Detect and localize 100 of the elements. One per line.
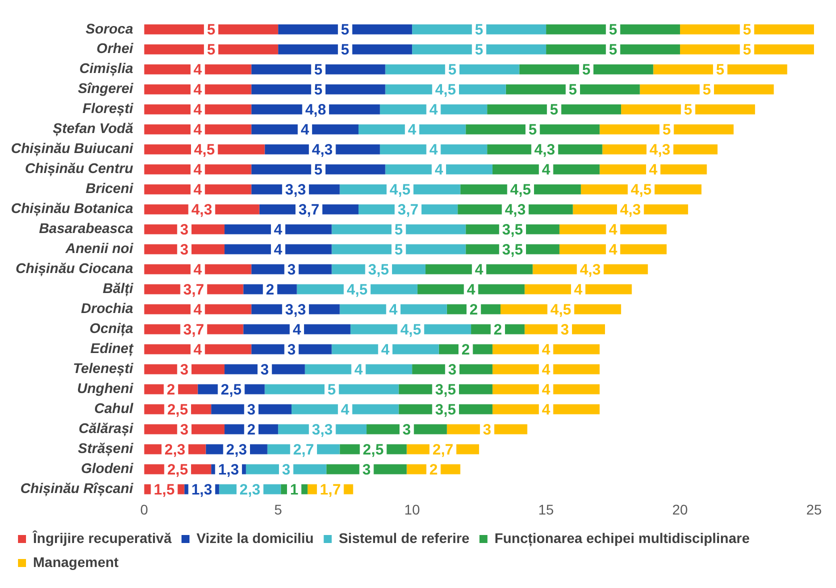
data-label: 4: [542, 381, 551, 398]
data-label: 5: [662, 121, 671, 138]
data-label: 4,5: [435, 82, 456, 99]
data-label: 3,5: [368, 261, 390, 278]
data-label: 2: [266, 281, 274, 298]
x-tick-label: 5: [274, 501, 282, 518]
y-tick-label: Cahul: [94, 400, 134, 416]
data-label: 3: [180, 361, 188, 378]
data-label: 3: [362, 461, 371, 478]
y-tick-label: Chișinău Centru: [25, 160, 134, 178]
data-label: 2,3: [240, 481, 260, 498]
y-tick-label: Soroca: [86, 20, 134, 36]
y-tick-label: Anenii noi: [64, 240, 134, 256]
data-label: 3: [260, 361, 269, 378]
y-tick-label: Basarabeasca: [38, 220, 134, 236]
y-tick-label: Drochia: [81, 300, 134, 316]
data-label: 4: [389, 301, 398, 318]
y-tick-label: Ștefan Vodă: [52, 120, 134, 138]
data-label: 5: [474, 22, 484, 39]
data-label: 3: [282, 461, 290, 478]
data-label: 4,5: [630, 181, 652, 198]
x-tick-label: 15: [538, 501, 554, 518]
data-label: 4,3: [620, 201, 641, 218]
y-tick-label: Florești: [82, 100, 134, 118]
data-label: 4: [466, 281, 476, 298]
data-label: 5: [340, 22, 350, 39]
data-label: 2: [247, 421, 256, 438]
data-label: 2,7: [432, 441, 454, 458]
data-label: 3: [560, 321, 569, 338]
legend-label: Funcționarea echipei multidisciplinare: [494, 530, 750, 547]
data-label: 4: [194, 62, 203, 79]
data-label: 5: [582, 62, 590, 79]
y-tick-label: Sîngerei: [78, 80, 134, 96]
data-label: 1,5: [154, 481, 175, 498]
data-label: 3: [402, 421, 411, 438]
data-label: 3,5: [435, 401, 456, 418]
data-label: 4: [194, 261, 203, 278]
bar: [680, 44, 814, 54]
data-label: 2,3: [164, 441, 186, 458]
data-label: 4: [434, 161, 444, 178]
data-label: 4: [608, 241, 618, 258]
data-label: 2,5: [167, 401, 188, 418]
data-label: 4: [194, 341, 203, 358]
data-label: 5: [568, 82, 578, 99]
data-label: 5: [550, 102, 558, 119]
data-label: 5: [742, 42, 752, 59]
data-label: 5: [314, 62, 322, 79]
data-label: 3,7: [298, 201, 320, 218]
y-tick-label: Ungheni: [77, 380, 134, 396]
data-label: 4,5: [550, 301, 572, 318]
data-label: 4: [542, 361, 551, 378]
y-tick-label: Bălți: [102, 280, 134, 298]
data-label: 3: [448, 361, 456, 378]
data-label: 4: [542, 401, 551, 418]
data-label: 4: [194, 181, 203, 198]
legend-label: Vizite la domiciliu: [196, 530, 314, 546]
x-tick-label: 10: [404, 501, 420, 518]
data-label: 3,7: [183, 321, 204, 338]
legend-label: Îngrijire recuperativă: [32, 530, 172, 546]
data-label: 2: [494, 321, 502, 338]
bar: [546, 44, 680, 54]
data-label: 4,8: [305, 102, 326, 119]
data-label: 4: [292, 321, 302, 338]
data-label: 4: [274, 221, 283, 238]
data-label: 4: [381, 341, 390, 358]
data-label: 4,3: [312, 141, 333, 158]
data-label: 5: [448, 62, 456, 79]
y-tick-label: Chișinău Rîșcani: [20, 480, 134, 498]
data-label: 4: [429, 141, 438, 158]
data-label: 3: [287, 261, 296, 278]
data-label: 5: [528, 121, 537, 138]
bar: [412, 24, 546, 34]
data-label: 4,3: [580, 261, 601, 278]
bar: [680, 24, 814, 34]
data-label: 5: [328, 381, 336, 398]
data-label: 2,7: [293, 441, 314, 458]
data-label: 4,5: [194, 141, 215, 158]
data-label: 4,5: [346, 281, 368, 298]
data-label: 4,3: [534, 141, 556, 158]
data-label: 5: [716, 62, 724, 79]
y-tick-label: Edineț: [90, 340, 134, 358]
data-label: 4: [354, 361, 364, 378]
y-tick-label: Glodeni: [81, 460, 134, 476]
y-tick-label: Ocnița: [90, 320, 134, 338]
y-tick-label: Orhei: [96, 40, 134, 56]
data-label: 4: [194, 161, 203, 178]
data-label: 2: [429, 461, 438, 478]
data-label: 3,7: [183, 281, 204, 298]
data-label: 5: [314, 161, 322, 178]
x-tick-label: 25: [806, 501, 822, 518]
data-label: 3,5: [502, 241, 523, 258]
data-label: 1,7: [320, 481, 341, 498]
data-label: 4: [194, 82, 203, 99]
data-label: 4: [608, 221, 618, 238]
data-label: 4: [574, 281, 584, 298]
y-tick-label: Strășeni: [78, 440, 134, 458]
data-label: 3: [180, 221, 188, 238]
data-label: 3: [180, 241, 188, 258]
x-tick-label: 20: [672, 501, 688, 518]
y-tick-label: Telenești: [72, 360, 134, 378]
